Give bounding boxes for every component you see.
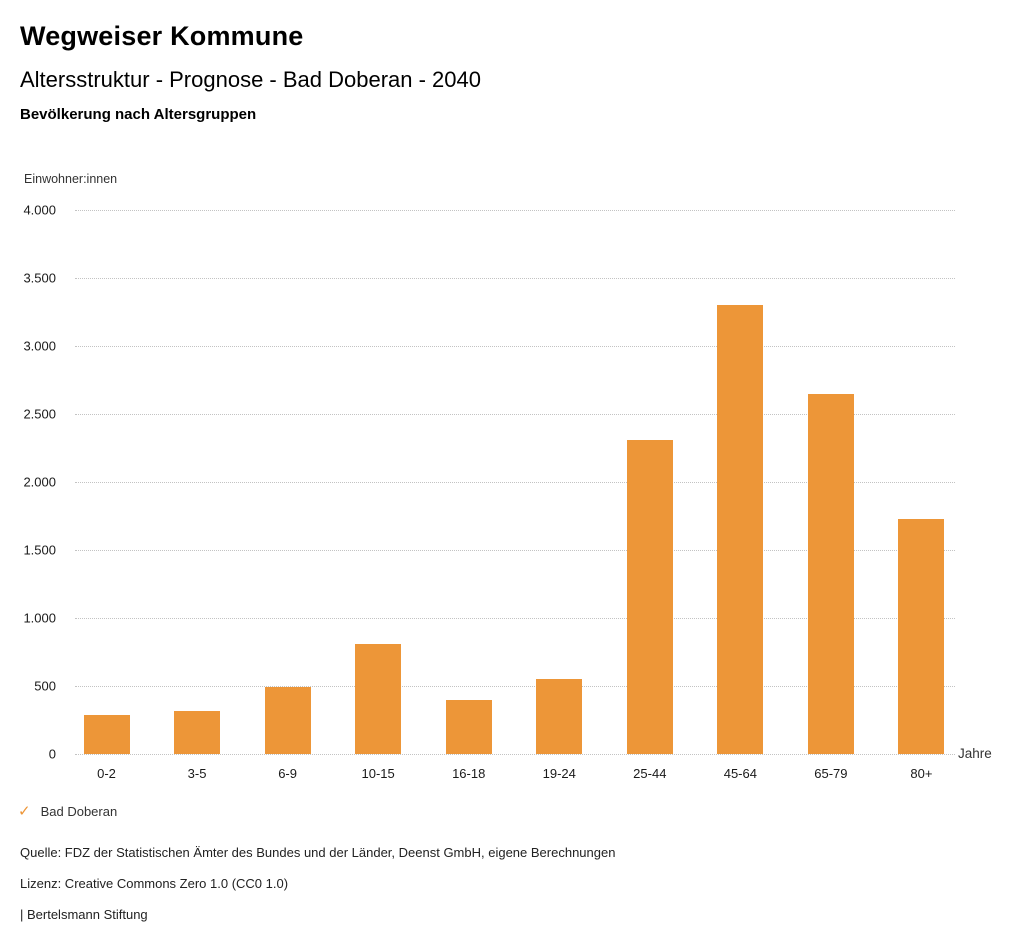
bar-6-9[interactable] xyxy=(264,687,311,754)
license-note: Lizenz: Creative Commons Zero 1.0 (CC0 1… xyxy=(20,876,289,891)
chart-subtitle: Bevölkerung nach Altersgruppen xyxy=(20,106,257,123)
gridline xyxy=(75,617,955,619)
x-tick-label-16-18: 16-18 xyxy=(452,766,486,781)
x-tick-label-65-79: 65-79 xyxy=(814,766,848,781)
y-tick-label: 3.000 xyxy=(23,338,56,354)
x-axis-title: Jahre xyxy=(958,746,992,761)
bar-10-15[interactable] xyxy=(355,643,402,754)
x-tick-label-6-9: 6-9 xyxy=(278,766,297,781)
bar-3-5[interactable] xyxy=(174,710,221,754)
brand-title: Wegweiser Kommune xyxy=(20,21,304,51)
gridline xyxy=(75,209,955,211)
attribution-note: | Bertelsmann Stiftung xyxy=(20,907,148,922)
y-axis-title: Einwohner:innen xyxy=(24,172,118,186)
y-tick-label: 2.000 xyxy=(23,474,56,490)
y-tick-label: 1.000 xyxy=(23,610,56,626)
y-tick-label: 1.500 xyxy=(23,542,56,558)
x-tick-label-19-24: 19-24 xyxy=(542,766,576,781)
bar-45-64[interactable] xyxy=(717,305,764,754)
x-tick-label-80+: 80+ xyxy=(910,766,933,781)
y-tick-label: 3.500 xyxy=(23,270,56,286)
source-note: Quelle: FDZ der Statistischen Ämter des … xyxy=(20,845,616,860)
bar-65-79[interactable] xyxy=(807,393,854,754)
legend-item-bad-doberan[interactable]: ✓ Bad Doberan xyxy=(18,804,117,819)
gridline xyxy=(75,753,955,755)
x-tick-label-45-64: 45-64 xyxy=(723,766,757,781)
x-tick-label-0-2: 0-2 xyxy=(97,766,116,781)
bar-16-18[interactable] xyxy=(445,700,492,754)
bar-0-2[interactable] xyxy=(83,715,130,754)
legend-check-icon: ✓ xyxy=(18,803,31,820)
y-tick-label: 4.000 xyxy=(23,202,56,218)
x-tick-label-10-15: 10-15 xyxy=(361,766,395,781)
bar-80+[interactable] xyxy=(898,518,945,754)
y-tick-label: 500 xyxy=(34,678,56,694)
y-tick-label: 2.500 xyxy=(23,406,56,422)
bar-19-24[interactable] xyxy=(536,678,583,754)
x-tick-label-25-44: 25-44 xyxy=(633,766,667,781)
gridline xyxy=(75,549,955,551)
bar-chart-plot-area: 0 500 1.000 1.500 2.000 2.500 3.000 3.500 4.000 0… xyxy=(23,203,955,781)
gridline xyxy=(75,685,955,687)
gridline xyxy=(75,277,955,279)
y-tick-label: 0 xyxy=(48,746,56,762)
gridline xyxy=(75,481,955,483)
legend-label: Bad Doberan xyxy=(40,804,118,819)
chart-title: Altersstruktur - Prognose - Bad Doberan … xyxy=(20,67,482,92)
x-tick-label-3-5: 3-5 xyxy=(187,766,207,781)
gridline xyxy=(75,345,955,347)
bar-25-44[interactable] xyxy=(626,439,673,754)
gridline xyxy=(75,413,955,415)
